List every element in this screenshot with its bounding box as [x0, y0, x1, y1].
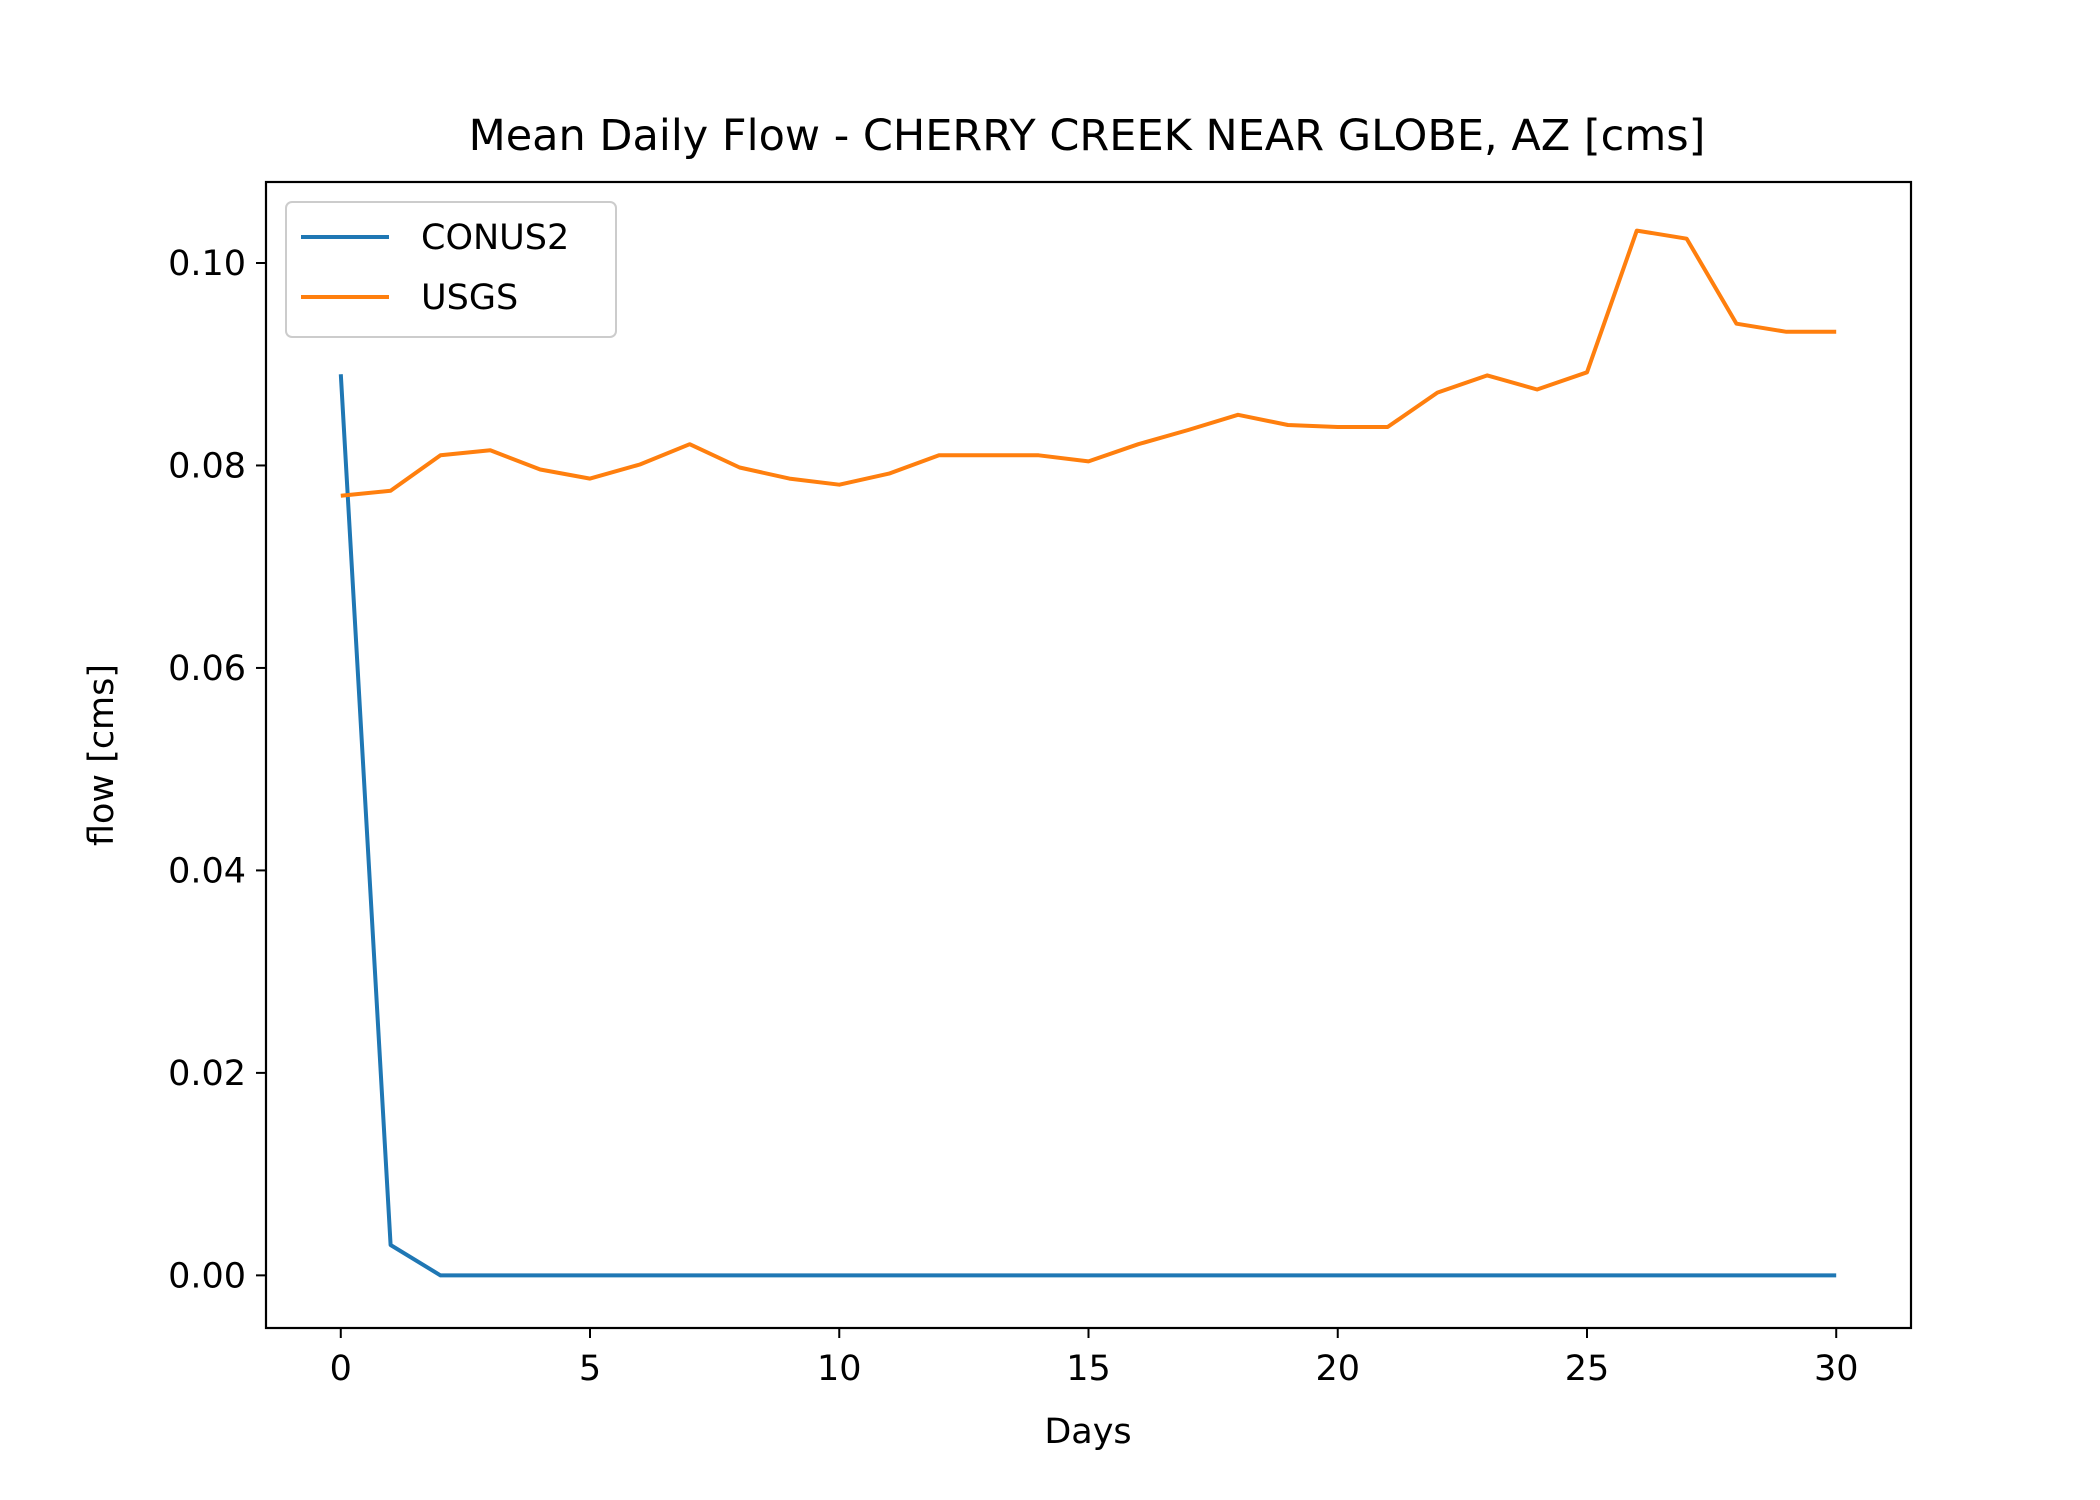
plot-area-frame — [264, 180, 1913, 1330]
x-tick-label: 25 — [1565, 1349, 1610, 1389]
y-tick-label: 0.06 — [168, 649, 246, 689]
series-layer — [338, 228, 1837, 1278]
y-tick-label: 0.10 — [168, 244, 246, 284]
x-tick-label: 20 — [1315, 1349, 1360, 1389]
y-axis-ticks: 0.00 0.02 0.04 0.06 0.08 0.10 — [168, 244, 266, 1296]
y-tick-label: 0.02 — [168, 1054, 246, 1094]
legend-label-conus2: CONUS2 — [421, 218, 569, 258]
x-tick-label: 15 — [1066, 1349, 1111, 1389]
legend-label-usgs: USGS — [421, 278, 518, 318]
y-axis-label: flow [cms] — [82, 664, 122, 846]
series-line-conus2 — [338, 374, 1837, 1278]
x-axis-ticks: 0 5 10 15 20 25 30 — [330, 1328, 1859, 1389]
x-tick-label: 5 — [579, 1349, 601, 1389]
x-tick-label: 10 — [817, 1349, 862, 1389]
y-tick-label: 0.08 — [168, 446, 246, 486]
x-axis-label: Days — [1044, 1412, 1131, 1452]
series-line-usgs — [340, 228, 1837, 498]
x-tick-label: 0 — [330, 1349, 352, 1389]
x-tick-label: 30 — [1814, 1349, 1859, 1389]
chart-title: Mean Daily Flow - CHERRY CREEK NEAR GLOB… — [469, 111, 1706, 161]
y-tick-label: 0.00 — [168, 1256, 246, 1296]
legend: CONUS2 USGS — [285, 201, 617, 338]
y-tick-label: 0.04 — [168, 851, 246, 891]
